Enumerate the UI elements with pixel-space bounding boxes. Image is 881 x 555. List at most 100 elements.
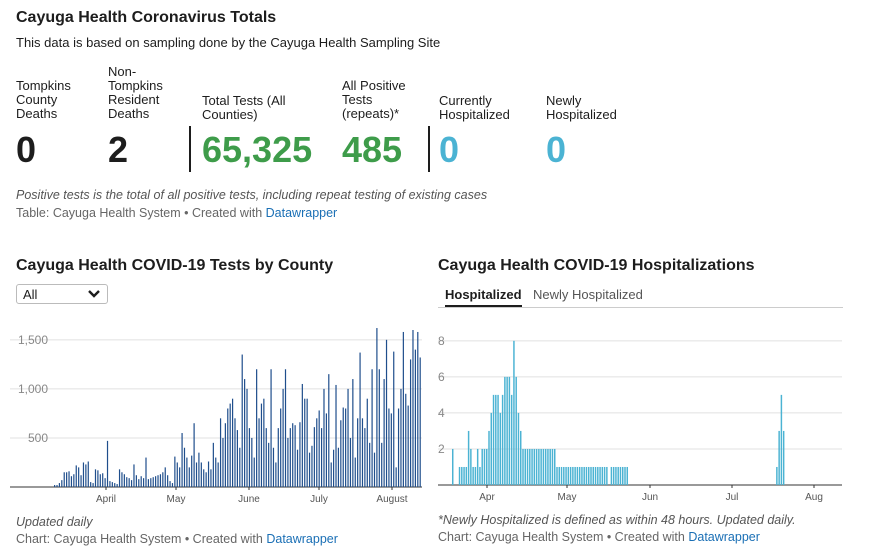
hosp-chart-note: *Newly Hospitalized is defined as within… <box>438 513 796 527</box>
bar <box>272 447 275 487</box>
bar <box>563 466 565 485</box>
datawrapper-link[interactable]: Datawrapper <box>688 530 760 544</box>
bar <box>560 466 563 485</box>
bar <box>603 466 606 485</box>
bar <box>565 466 567 485</box>
bar <box>606 466 608 485</box>
bar <box>778 430 780 485</box>
stat-label-newly-hospitalized: Newly Hospitalized <box>546 93 617 122</box>
bar <box>569 466 572 485</box>
bar <box>128 478 130 487</box>
bar <box>234 418 236 487</box>
bar <box>210 469 212 487</box>
bar <box>66 472 68 487</box>
bar <box>207 461 210 487</box>
bar <box>400 388 402 487</box>
hosp-tabs: Hospitalized Newly Hospitalized <box>438 285 843 308</box>
bar <box>531 448 533 485</box>
bar <box>215 457 217 487</box>
bar <box>486 448 488 485</box>
bar <box>585 466 588 485</box>
bar <box>588 466 590 485</box>
bar <box>349 437 352 487</box>
bar <box>157 475 159 487</box>
bar <box>488 430 490 485</box>
y-tick-label: 2 <box>438 442 445 456</box>
tab-newly-hospitalized[interactable]: Newly Hospitalized <box>533 287 643 302</box>
bar <box>452 448 454 485</box>
tab-hospitalized[interactable]: Hospitalized <box>445 287 522 307</box>
bar <box>75 465 77 487</box>
bar <box>483 448 486 485</box>
bar <box>388 408 390 487</box>
bar <box>164 467 166 487</box>
bar <box>227 408 229 487</box>
bar <box>325 413 327 487</box>
hosp-chart-title: Cayuga Health COVID-19 Hospitalizations <box>438 257 755 274</box>
bar <box>179 467 181 487</box>
stat-label-total-tests: Total Tests (All Counties) <box>202 93 286 122</box>
totals-title: Cayuga Health Coronavirus Totals <box>16 9 277 26</box>
bar <box>109 481 111 487</box>
bar <box>393 351 395 487</box>
bar <box>330 462 332 487</box>
bar <box>323 388 325 487</box>
bar <box>612 466 615 485</box>
bar <box>181 433 183 487</box>
x-tick-label: Aug <box>805 492 823 503</box>
datawrapper-link[interactable]: Datawrapper <box>266 532 338 546</box>
bar <box>366 398 368 487</box>
bar <box>506 376 508 485</box>
bar <box>501 394 504 485</box>
datawrapper-link[interactable]: Datawrapper <box>265 206 338 220</box>
bar <box>780 394 783 485</box>
bar <box>556 466 558 485</box>
bar <box>299 422 301 487</box>
bar <box>517 412 520 485</box>
totals-note: Positive tests is the total of all posit… <box>16 188 488 202</box>
bar <box>320 428 323 487</box>
bar <box>458 466 461 485</box>
bar <box>583 466 585 485</box>
bar <box>292 423 294 487</box>
bar <box>357 418 359 487</box>
bar <box>195 462 198 487</box>
bar <box>554 448 556 485</box>
bar <box>85 464 87 487</box>
tests-chart-source: Chart: Cayuga Health System • Created wi… <box>16 532 338 546</box>
bar <box>167 475 169 487</box>
x-tick-label: April <box>96 494 116 505</box>
bar <box>581 466 583 485</box>
tests-chart-note: Updated daily <box>16 515 93 529</box>
bar <box>359 352 361 487</box>
bar <box>61 480 63 487</box>
bar <box>481 448 483 485</box>
bar <box>217 462 219 487</box>
bar <box>463 466 465 485</box>
county-dropdown[interactable]: All <box>16 284 108 304</box>
bar <box>188 467 190 487</box>
bar <box>308 452 311 487</box>
bar <box>354 457 356 487</box>
bar <box>533 448 536 485</box>
bar <box>73 474 75 487</box>
bar <box>352 379 354 487</box>
bar <box>617 466 619 485</box>
bar <box>241 354 243 487</box>
chevron-down-icon <box>86 285 102 304</box>
bar <box>414 349 416 487</box>
bar <box>229 403 231 487</box>
bar <box>251 437 253 487</box>
bar <box>510 394 513 485</box>
bar <box>622 466 624 485</box>
bar <box>361 418 364 487</box>
bar <box>150 478 152 487</box>
bar <box>87 461 89 487</box>
bar <box>135 475 137 487</box>
bar <box>407 405 409 487</box>
bar <box>212 442 214 487</box>
x-tick-label: June <box>238 494 260 505</box>
bar <box>369 442 371 487</box>
bar <box>508 376 511 485</box>
bar <box>549 448 551 485</box>
